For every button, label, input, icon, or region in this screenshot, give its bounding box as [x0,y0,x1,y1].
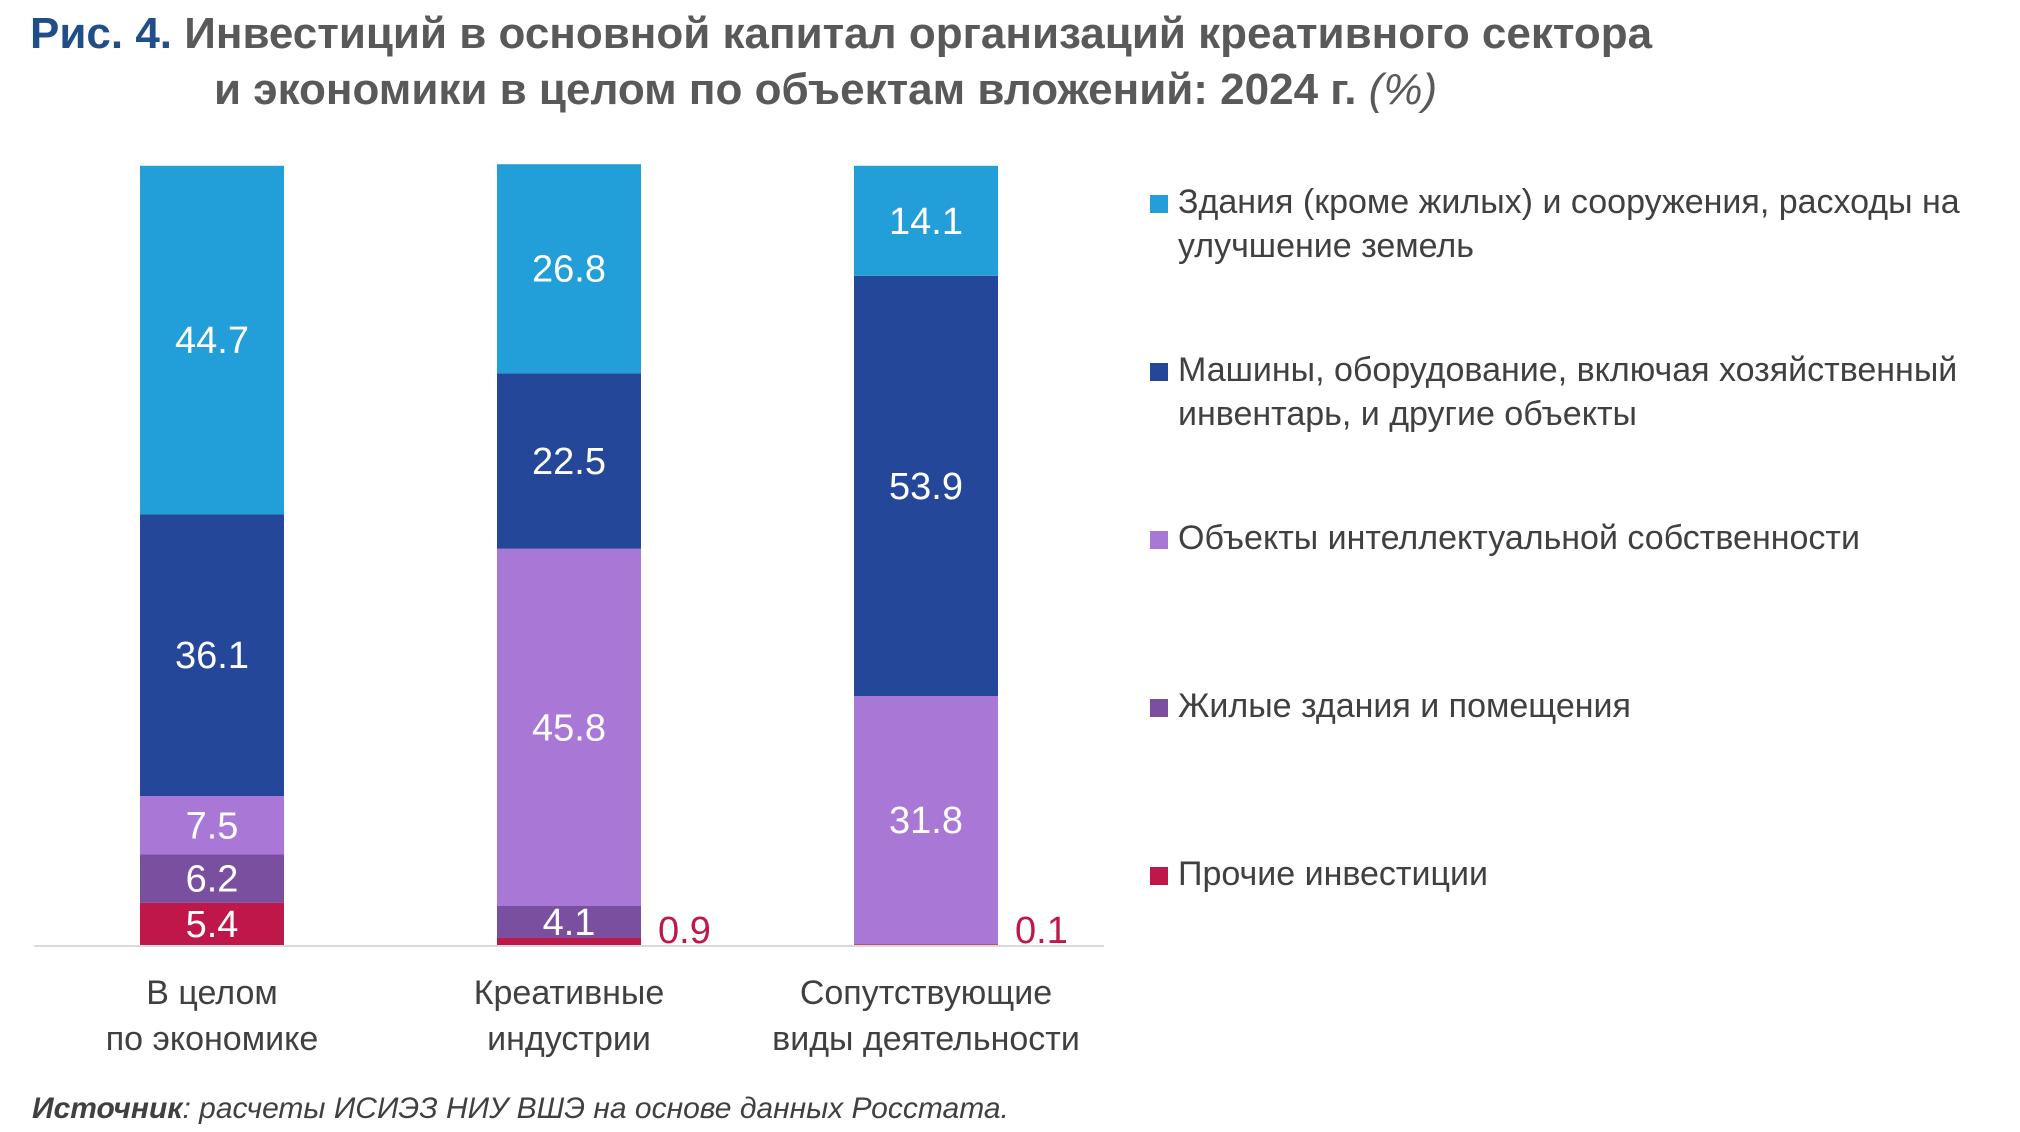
data-label-related-machinery: 53.9 [889,466,963,508]
source-label: Источник [32,1092,183,1125]
data-label-economy-other: 5.4 [186,904,239,946]
legend-swatch-residential [1150,699,1168,717]
data-label-economy-buildings: 44.7 [175,320,249,362]
title-line-1: Рис. 4. Инвестиций в основной капитал ор… [30,6,1990,62]
legend-item-residential: Жилые здания и помещения [1150,684,2010,728]
data-label-related-ip: 31.8 [889,800,963,842]
data-label-creative-machinery: 22.5 [532,441,606,483]
legend-item-buildings: Здания (кроме жилых) и сооружения, расхо… [1150,180,2010,268]
bar-related-machinery [854,275,998,697]
bar-economy-other [140,902,284,945]
legend-swatch-machinery [1150,363,1168,381]
legend-label-ip: Объекты интеллектуальной собственности [1178,519,1860,557]
data-label-related-buildings: 14.1 [889,201,963,243]
bar-related-other [854,944,998,945]
data-label-creative-residential: 4.1 [543,902,596,944]
category-label-related-line1: Сопутствующие [800,974,1052,1012]
category-label-economy-line2: по экономике [106,1020,319,1058]
category-label-creative-line1: Креативные [474,974,665,1012]
source-text: : расчеты ИСИЭЗ НИУ ВШЭ на основе данных… [182,1092,1009,1125]
bar-creative-residential [497,906,641,938]
legend-swatch-ip [1150,531,1168,549]
legend-label-buildings: Здания (кроме жилых) и сооружения, расхо… [1178,183,1960,265]
data-label-creative-buildings: 26.8 [532,249,606,291]
legend-swatch-other [1150,867,1168,885]
chart-title: Рис. 4. Инвестиций в основной капитал ор… [30,6,1990,118]
legend-item-other: Прочие инвестиции [1150,852,2010,896]
source-note: Источник: расчеты ИСИЭЗ НИУ ВШЭ на основ… [32,1092,1009,1126]
title-unit: (%) [1368,65,1438,114]
legend-item-machinery: Машины, оборудование, включая хозяйствен… [1150,348,2010,436]
data-label-creative-ip: 45.8 [532,707,606,749]
legend-item-ip: Объекты интеллектуальной собственности [1150,516,2010,560]
bar-creative-buildings [497,164,641,374]
figure-number: Рис. 4. [30,9,173,58]
category-label-related-line2: виды деятельности [772,1020,1080,1058]
bar-related-ip [854,696,998,945]
title-text-1: Инвестиций в основной капитал организаци… [184,9,1653,58]
title-text-2: и экономики в целом по объектам вложений… [214,65,1357,114]
bar-creative-other [497,937,641,945]
bar-economy-ip [140,796,284,855]
bar-creative-ip [497,548,641,906]
data-label-economy-ip: 7.5 [186,805,239,847]
category-label-economy-line1: В целом [146,974,278,1012]
data-label-economy-machinery: 36.1 [175,635,249,677]
data-label-economy-residential: 6.2 [186,859,239,901]
bar-economy-residential [140,854,284,903]
legend-label-residential: Жилые здания и помещения [1178,687,1631,725]
title-line-2: и экономики в целом по объектам вложений… [30,62,1990,118]
bar-economy-buildings [140,165,284,515]
bar-creative-machinery [497,373,641,549]
legend-label-machinery: Машины, оборудование, включая хозяйствен… [1178,351,1958,433]
bar-economy-machinery [140,514,284,797]
bar-related-buildings [854,165,998,276]
legend-label-other: Прочие инвестиции [1178,855,1488,893]
category-label-creative-line2: индустрии [487,1020,651,1058]
legend-swatch-buildings [1150,195,1168,213]
